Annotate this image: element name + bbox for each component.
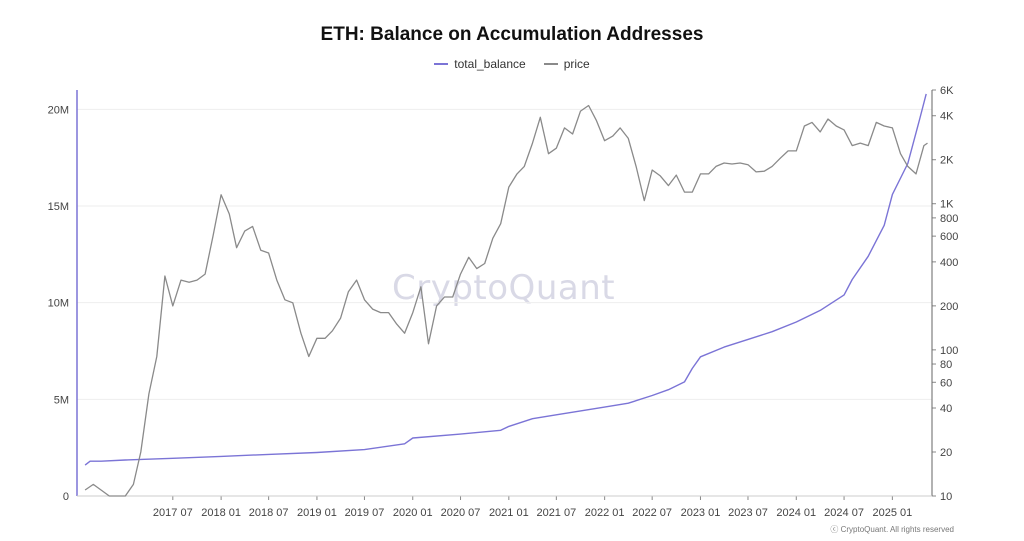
y-right-tick-label: 400 bbox=[940, 257, 958, 269]
legend-label-total-balance: total_balance bbox=[454, 57, 526, 71]
x-tick-label: 2023 07 bbox=[728, 507, 768, 519]
legend: total_balance price bbox=[0, 57, 1024, 71]
y-right-tick-label: 200 bbox=[940, 301, 958, 313]
x-tick-label: 2024 01 bbox=[776, 507, 816, 519]
y-right-tick-label: 60 bbox=[940, 377, 952, 389]
x-tick-label: 2017 07 bbox=[153, 507, 193, 519]
series-line-price bbox=[84, 104, 928, 497]
y-right-tick-label: 2K bbox=[940, 155, 954, 167]
x-tick-label: 2019 01 bbox=[297, 507, 337, 519]
x-tick-label: 2018 01 bbox=[201, 507, 241, 519]
y-right-tick-label: 10 bbox=[940, 491, 952, 503]
legend-swatch-price bbox=[543, 63, 558, 65]
legend-label-price: price bbox=[563, 57, 590, 71]
legend-item-total-balance[interactable]: total_balance bbox=[434, 57, 526, 71]
y-right-tick-label: 1K bbox=[940, 199, 954, 211]
x-tick-label: 2020 07 bbox=[441, 507, 481, 519]
y-right-tick-label: 40 bbox=[940, 403, 952, 415]
y-right-tick-label: 4K bbox=[940, 111, 954, 123]
watermark: CryptoQuant bbox=[392, 268, 616, 308]
x-tick-label: 2022 07 bbox=[632, 507, 672, 519]
chart-title: ETH: Balance on Accumulation Addresses bbox=[320, 24, 704, 45]
y-left-tick-label: 0 bbox=[63, 491, 69, 503]
y-left-tick-label: 10M bbox=[48, 298, 69, 310]
x-tick-label: 2022 01 bbox=[585, 507, 625, 519]
y-left-tick-label: 15M bbox=[48, 201, 69, 213]
legend-item-price[interactable]: price bbox=[543, 57, 590, 71]
series-line-total-balance bbox=[84, 93, 927, 466]
x-tick-label: 2021 07 bbox=[536, 507, 576, 519]
x-tick-label: 2019 07 bbox=[345, 507, 385, 519]
x-tick-label: 2025 01 bbox=[872, 507, 912, 519]
y-left-tick-label: 5M bbox=[54, 394, 69, 406]
y-right-tick-label: 6K bbox=[940, 85, 954, 97]
y-right-tick-label: 600 bbox=[940, 231, 958, 243]
x-tick-label: 2023 01 bbox=[681, 507, 721, 519]
legend-swatch-total-balance bbox=[434, 63, 449, 65]
y-right-tick-label: 80 bbox=[940, 359, 952, 371]
y-right-tick-label: 800 bbox=[940, 213, 958, 225]
copyright-note: ⓒ CryptoQuant. All rights reserved bbox=[830, 525, 954, 534]
x-tick-label: 2021 01 bbox=[489, 507, 529, 519]
x-tick-label: 2024 07 bbox=[824, 507, 864, 519]
x-tick-label: 2018 07 bbox=[249, 507, 289, 519]
y-right-tick-label: 100 bbox=[940, 345, 958, 357]
y-left-tick-label: 20M bbox=[48, 104, 69, 116]
x-tick-label: 2020 01 bbox=[393, 507, 433, 519]
y-right-tick-label: 20 bbox=[940, 447, 952, 459]
